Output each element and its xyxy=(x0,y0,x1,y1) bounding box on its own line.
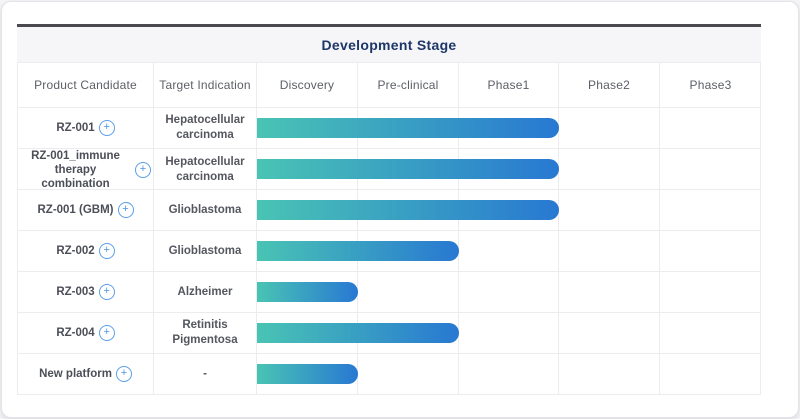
progress-bar xyxy=(257,323,459,343)
plus-circle-icon[interactable]: + xyxy=(117,202,134,218)
product-candidate-cell: New platform + xyxy=(18,354,154,394)
target-indication-cell: Alzheimer xyxy=(154,272,257,312)
column-header: Pre-clinical xyxy=(358,63,459,107)
plus-circle-icon[interactable]: + xyxy=(98,325,115,341)
progress-bar xyxy=(257,364,358,384)
progress-bar xyxy=(257,200,559,220)
plus-glyph: + xyxy=(103,121,110,133)
stage-cell xyxy=(559,354,660,394)
column-header: Phase3 xyxy=(689,78,732,92)
plus-glyph: + xyxy=(103,285,110,297)
product-candidate-cell: RZ-001 (GBM) + xyxy=(18,190,154,230)
stage-cell xyxy=(559,149,660,191)
table-top-border xyxy=(17,24,761,27)
plus-circle-icon[interactable]: + xyxy=(115,366,132,382)
product-candidate-cell: RZ-003 + xyxy=(18,272,154,312)
stage-cell xyxy=(660,108,761,148)
column-header: Target Indication xyxy=(154,63,257,107)
plus-circle-icon[interactable]: + xyxy=(98,120,115,136)
plus-glyph: + xyxy=(103,244,110,256)
product-candidate-cell: RZ-004 + xyxy=(18,313,154,353)
product-candidate-cell: RZ-001 + xyxy=(18,108,154,148)
target-indication-label: Hepatocellular carcinoma xyxy=(165,156,245,183)
plus-circle-icon[interactable]: + xyxy=(98,284,115,300)
plus-circle-icon[interactable]: + xyxy=(135,162,151,178)
column-header: Phase2 xyxy=(559,63,660,107)
column-header: Phase1 xyxy=(459,63,559,107)
progress-bar xyxy=(257,159,559,179)
stage-cell xyxy=(660,272,761,312)
stage-cell xyxy=(559,272,660,312)
progress-bar xyxy=(257,118,559,138)
stage-cell xyxy=(660,313,761,353)
table-grid: Product Candidate Target Indication Discov… xyxy=(17,63,761,395)
stage-cell xyxy=(660,354,761,394)
target-indication-cell: Retinitis Pigmentosa xyxy=(154,313,257,353)
target-indication-cell: Hepatocellular carcinoma xyxy=(154,149,257,191)
stage-cell xyxy=(559,108,660,148)
target-indication-cell: - xyxy=(154,354,257,394)
target-indication-cell: Hepatocellular carcinoma xyxy=(154,108,257,148)
pipeline-row: RZ-001 + Hepatocellular carcinoma xyxy=(18,107,761,148)
pipeline-row: RZ-001_immune therapy combination + Hepato… xyxy=(18,148,761,191)
product-candidate-label: RZ-004 xyxy=(56,327,95,339)
table-rows: RZ-001 + Hepatocellular carcinoma RZ-001_im… xyxy=(18,107,761,395)
plus-glyph: + xyxy=(120,367,128,379)
target-indication-label: Alzheimer xyxy=(177,285,233,298)
table-title: Development Stage xyxy=(321,36,457,53)
pipeline-row: New platform + - xyxy=(18,353,761,394)
target-indication-label: - xyxy=(203,367,207,380)
stage-cell xyxy=(459,272,559,312)
product-candidate-label: RZ-001_immune therapy combination xyxy=(31,150,120,190)
target-indication-label: Glioblastoma xyxy=(168,244,242,257)
pipeline-row: RZ-004 + Retinitis Pigmentosa xyxy=(18,312,761,353)
stage-cell xyxy=(459,313,559,353)
stage-cell xyxy=(459,354,559,394)
plus-glyph: + xyxy=(139,163,147,175)
product-candidate-label: RZ-001 (GBM) xyxy=(37,204,114,216)
stage-cell xyxy=(459,231,559,271)
column-header: Product Candidate xyxy=(18,63,154,107)
column-header-row: Product Candidate Target Indication Discov… xyxy=(18,63,760,107)
target-indication-cell: Glioblastoma xyxy=(154,231,257,271)
target-indication-label: Retinitis Pigmentosa xyxy=(172,319,238,346)
stage-cell xyxy=(660,149,761,191)
plus-glyph: + xyxy=(103,326,110,338)
plus-circle-icon[interactable]: + xyxy=(98,243,115,259)
product-candidate-label: RZ-001 xyxy=(56,122,95,134)
target-indication-label: Hepatocellular carcinoma xyxy=(165,114,245,141)
stage-cell xyxy=(559,231,660,271)
plus-glyph: + xyxy=(122,203,129,215)
pipeline-row: RZ-001 (GBM) + Glioblastoma xyxy=(18,189,761,230)
product-candidate-cell: RZ-001_immune therapy combination + xyxy=(18,149,154,191)
pipeline-row: RZ-003 + Alzheimer xyxy=(18,271,761,312)
progress-bar xyxy=(257,282,358,302)
pipeline-row: RZ-002 + Glioblastoma xyxy=(18,230,761,271)
stage-cell xyxy=(358,354,459,394)
table-title-band: Development Stage xyxy=(17,27,761,63)
stage-cell xyxy=(559,313,660,353)
stage-cell xyxy=(660,190,761,230)
progress-bar xyxy=(257,241,459,261)
target-indication-label: Glioblastoma xyxy=(168,203,242,216)
stage-cell xyxy=(358,272,459,312)
product-candidate-cell: RZ-002 + xyxy=(18,231,154,271)
target-indication-cell: Glioblastoma xyxy=(154,190,257,230)
stage-cell xyxy=(559,190,660,230)
pipeline-table: Development Stage Product Candidate Targe… xyxy=(17,24,761,395)
column-header: Discovery xyxy=(257,63,358,107)
product-candidate-label: RZ-002 xyxy=(56,245,95,257)
stage-cell xyxy=(660,231,761,271)
product-candidate-label: New platform xyxy=(39,368,112,380)
product-candidate-label: RZ-003 xyxy=(56,286,95,298)
